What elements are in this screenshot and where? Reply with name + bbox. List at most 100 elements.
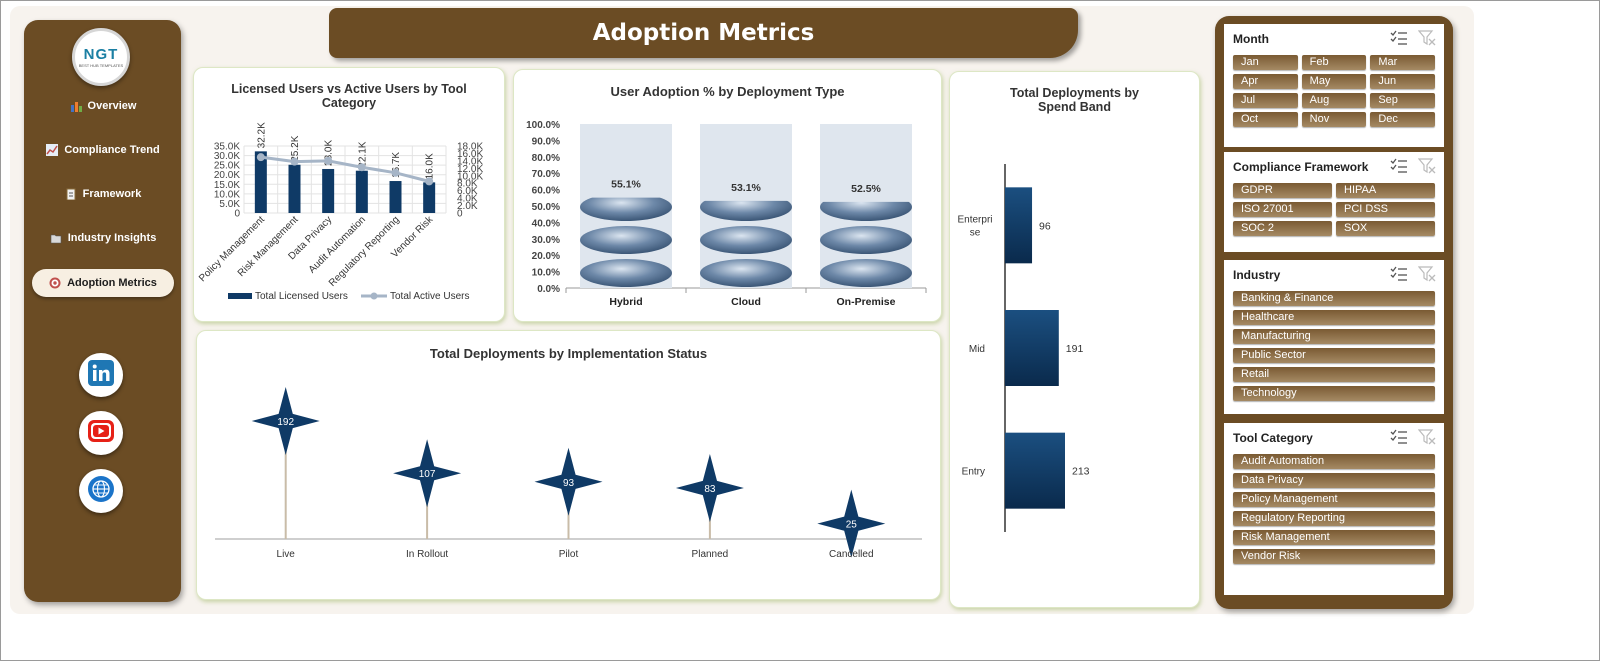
logo-text: NGT	[83, 46, 119, 63]
chart2-disc	[700, 200, 792, 221]
slicer-title: Industry	[1233, 268, 1281, 282]
slicer-item-hipaa[interactable]: HIPAA	[1336, 183, 1435, 198]
chart1-y-left-tick: 5.0K	[219, 199, 240, 210]
chart1-data-label: 32.2K	[256, 122, 267, 148]
clear-filter-icon[interactable]	[1417, 266, 1436, 287]
slicer-item-vendor-risk[interactable]: Vendor Risk	[1233, 549, 1435, 564]
slicer-item-jul[interactable]: Jul	[1233, 93, 1298, 108]
chart1-y-right-tick: 14.0K	[457, 156, 483, 167]
slicer-item-gdpr[interactable]: GDPR	[1233, 183, 1332, 198]
slicer-item-oct[interactable]: Oct	[1233, 112, 1298, 127]
chart2-value-stack	[580, 197, 672, 287]
nav-overview[interactable]: Overview	[32, 92, 174, 120]
slicer-title: Month	[1233, 32, 1269, 46]
chart2-y-tick: 50.0%	[532, 202, 560, 213]
nav-adoption-metrics[interactable]: Adoption Metrics	[32, 269, 174, 297]
multi-select-icon[interactable]	[1390, 266, 1408, 287]
target-icon	[49, 277, 61, 289]
slicer-title: Tool Category	[1233, 431, 1313, 445]
slicer-title: Compliance Framework	[1233, 160, 1369, 174]
chart-card-implementation-status: Total Deployments by Implementation Stat…	[196, 330, 941, 600]
chart2-y-tick: 60.0%	[532, 186, 560, 197]
user-adoption-chart: 100.0% 90.0% 80.0% 70.0% 60.0% 50.0% 40.0% 30.0…	[526, 120, 927, 308]
slicer-item-nov[interactable]: Nov	[1301, 112, 1367, 127]
chart4-bar	[1005, 310, 1059, 386]
nav-compliance-trend[interactable]: Compliance Trend	[32, 136, 174, 164]
chart2-category-label: Hybrid	[609, 296, 642, 308]
chart2-disc	[820, 201, 912, 221]
chart1-data-label: 22.1K	[357, 141, 368, 167]
chart1-line-point	[425, 177, 434, 186]
linkedin-button[interactable]	[79, 353, 123, 397]
chart1-y-left-tick: 20.0K	[214, 170, 240, 181]
chart2-disc	[820, 259, 912, 287]
trend-icon	[46, 144, 59, 156]
slicer-item-iso-27001[interactable]: ISO 27001	[1233, 202, 1332, 217]
multi-select-icon[interactable]	[1390, 158, 1408, 179]
nav-industry-insights-label: Industry Insights	[67, 232, 157, 244]
clear-filter-icon[interactable]	[1417, 158, 1436, 179]
slicer-item-feb[interactable]: Feb	[1301, 55, 1367, 70]
chart-title-user-adoption: User Adoption % by Deployment Type	[610, 84, 845, 99]
chart1-legend-swatch-bar	[228, 293, 252, 299]
chart1-line-point	[324, 156, 333, 165]
chart-card-licensed-users: Licensed Users vs Active Users by Tool C…	[193, 67, 505, 322]
chart3-star-marker	[393, 439, 462, 508]
chart1-y-left-tick: 15.0K	[214, 180, 240, 191]
slicer-item-banking-finance[interactable]: Banking & Finance	[1233, 291, 1435, 306]
multi-select-icon[interactable]	[1390, 429, 1408, 450]
chart1-category-label: Risk Management	[236, 214, 301, 279]
chart-card-spend-band: Total Deployments by Spend Band 96 Enterp…	[949, 71, 1200, 608]
slicer-item-risk-management[interactable]: Risk Management	[1233, 530, 1435, 545]
globe-icon	[87, 475, 115, 508]
chart2-value-stack	[700, 200, 792, 287]
chart1-legend-marker	[370, 292, 378, 300]
slicer-item-pci-dss[interactable]: PCI DSS	[1336, 202, 1435, 217]
nav-industry-insights[interactable]: Industry Insights	[32, 224, 174, 252]
clear-filter-icon[interactable]	[1417, 30, 1436, 51]
chart2-disc	[700, 226, 792, 254]
page-header: Adoption Metrics	[329, 8, 1078, 58]
slicer-item-jun[interactable]: Jun	[1370, 74, 1435, 89]
chart2-data-label: 52.5%	[851, 183, 881, 195]
chart2-y-tick: 70.0%	[532, 169, 560, 180]
chart1-y-right-tick: 6.0K	[457, 186, 478, 197]
slicer-item-sox[interactable]: SOX	[1336, 221, 1435, 236]
slicer-item-technology[interactable]: Technology	[1233, 386, 1435, 401]
chart2-data-label: 55.1%	[611, 179, 641, 191]
chart1-line-point	[391, 168, 400, 177]
slicer-item-public-sector[interactable]: Public Sector	[1233, 348, 1435, 363]
slicer-item-audit-automation[interactable]: Audit Automation	[1233, 454, 1435, 469]
nav-overview-label: Overview	[87, 100, 137, 112]
chart1-y-left-tick: 30.0K	[214, 151, 240, 162]
slicer-item-jan[interactable]: Jan	[1233, 55, 1298, 70]
chart2-category-label: Cloud	[731, 296, 761, 308]
slicer-item-aug[interactable]: Aug	[1301, 93, 1367, 108]
slicer-panel: Month Jan Feb Mar Apr May Jun Jul Aug Sep Oct Nov De…	[1215, 16, 1453, 609]
slicer-item-soc-2[interactable]: SOC 2	[1233, 221, 1332, 236]
slicer-item-may[interactable]: May	[1301, 74, 1367, 89]
slicer-item-apr[interactable]: Apr	[1233, 74, 1298, 89]
chart2-category-label: On-Premise	[837, 296, 896, 308]
slicer-item-healthcare[interactable]: Healthcare	[1233, 310, 1435, 325]
slicer-item-regulatory-reporting[interactable]: Regulatory Reporting	[1233, 511, 1435, 526]
slicer-item-data-privacy[interactable]: Data Privacy	[1233, 473, 1435, 488]
website-button[interactable]	[79, 469, 123, 513]
slicer-item-policy-management[interactable]: Policy Management	[1233, 492, 1435, 507]
youtube-button[interactable]	[79, 411, 123, 455]
slicer-item-mar[interactable]: Mar	[1370, 55, 1435, 70]
slicer-item-dec[interactable]: Dec	[1370, 112, 1435, 127]
spend-band-chart: 96 Enterpri se 191 Mid 213 Entry	[957, 164, 1090, 532]
slicer-item-manufacturing[interactable]: Manufacturing	[1233, 329, 1435, 344]
chart1-y-left-tick: 0	[234, 209, 240, 220]
chart4-data-label: 96	[1039, 220, 1051, 232]
clear-filter-icon[interactable]	[1417, 429, 1436, 450]
licensed-users-chart: 35.0K30.0K25.0K20.0K15.0K10.0K5.0K018.0K…	[197, 122, 483, 302]
chart1-y-right-tick: 10.0K	[457, 171, 483, 182]
slicer-item-sep[interactable]: Sep	[1370, 93, 1435, 108]
slicer-item-retail[interactable]: Retail	[1233, 367, 1435, 382]
chart4-data-label: 191	[1066, 343, 1084, 355]
multi-select-icon[interactable]	[1390, 30, 1408, 51]
slicer-compliance-framework: Compliance Framework GDPR HIPAA ISO 27001 PC…	[1224, 152, 1444, 252]
nav-framework[interactable]: Framework	[32, 180, 174, 208]
